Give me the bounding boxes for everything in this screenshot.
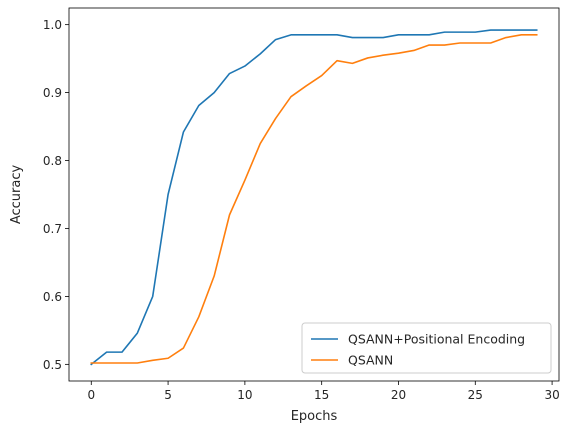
plot-area [69,8,559,381]
legend: QSANN+Positional Encoding QSANN [301,322,552,374]
y-tick-label: 0.8 [43,154,62,168]
y-tick-label: 1.0 [43,18,62,32]
series-line-qsann [90,34,538,364]
y-tick-label: 0.7 [43,222,62,236]
x-tick-label: 5 [164,388,172,402]
y-axis-label: Accuracy [9,165,24,225]
y-tick-label: 0.9 [43,86,62,100]
series-line-qsann-positional-encoding [90,29,538,366]
y-axis-ticks: 0.5 0.6 0.7 0.8 0.9 1.0 [43,18,69,372]
y-tick-label: 0.5 [43,358,62,372]
x-tick-label: 0 [87,388,95,402]
plot-frame [68,7,560,382]
series-lines [90,29,538,366]
y-tick-label: 0.6 [43,290,62,304]
legend-label-qsann-positional-encoding: QSANN+Positional Encoding [348,332,525,347]
legend-box [301,322,552,374]
x-axis-ticks: 0 5 10 15 20 25 30 [87,381,560,402]
x-tick-label: 25 [468,388,483,402]
x-tick-label: 30 [544,388,559,402]
x-tick-label: 15 [314,388,329,402]
x-tick-label: 10 [237,388,252,402]
legend-label-qsann: QSANN [348,353,393,368]
x-axis-label: Epochs [291,409,338,424]
x-tick-label: 20 [391,388,406,402]
